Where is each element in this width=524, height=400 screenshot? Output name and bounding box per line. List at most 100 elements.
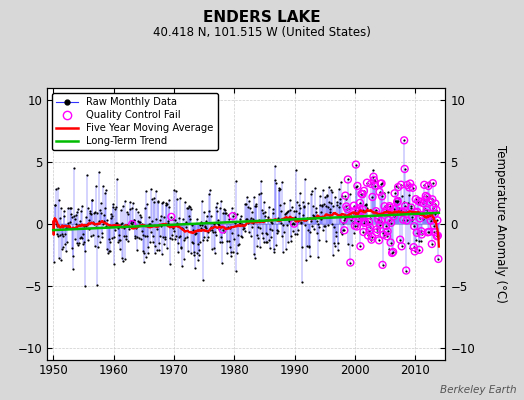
Point xyxy=(365,227,374,234)
Point xyxy=(90,210,98,216)
Point xyxy=(416,215,424,222)
Point xyxy=(394,184,402,190)
Point xyxy=(112,204,120,210)
Point xyxy=(116,246,124,252)
Point xyxy=(58,230,66,237)
Point xyxy=(422,210,431,216)
Point xyxy=(420,196,428,202)
Point xyxy=(128,219,137,226)
Point xyxy=(389,249,397,255)
Point xyxy=(402,267,410,274)
Point xyxy=(410,244,418,250)
Point xyxy=(148,196,156,202)
Point xyxy=(267,219,276,226)
Point xyxy=(100,218,108,224)
Point xyxy=(88,196,96,203)
Point xyxy=(107,211,115,217)
Point xyxy=(363,180,371,186)
Point xyxy=(372,207,380,214)
Point xyxy=(388,250,396,256)
Point xyxy=(325,208,334,215)
Point xyxy=(313,230,321,236)
Point xyxy=(361,220,369,226)
Point xyxy=(149,233,157,240)
Point xyxy=(218,239,226,245)
Point xyxy=(273,230,281,236)
Point xyxy=(160,214,169,220)
Point xyxy=(152,188,160,194)
Point xyxy=(210,244,218,251)
Point xyxy=(188,222,196,228)
Point xyxy=(310,213,318,220)
Point xyxy=(158,200,166,206)
Point xyxy=(140,204,149,211)
Point xyxy=(361,218,369,225)
Point xyxy=(66,205,74,212)
Point xyxy=(389,213,398,220)
Point xyxy=(367,236,376,243)
Point xyxy=(97,210,106,216)
Point xyxy=(231,220,239,226)
Point xyxy=(412,230,421,236)
Point xyxy=(376,222,384,228)
Point xyxy=(138,228,146,234)
Point xyxy=(261,213,269,220)
Point xyxy=(199,277,207,284)
Point xyxy=(364,218,373,225)
Point xyxy=(138,232,147,238)
Point xyxy=(114,225,122,231)
Point xyxy=(426,213,434,219)
Point xyxy=(423,194,431,200)
Point xyxy=(66,218,74,225)
Point xyxy=(423,194,431,200)
Point xyxy=(308,188,316,194)
Point xyxy=(57,257,65,263)
Point xyxy=(150,198,158,205)
Point xyxy=(307,191,315,197)
Point xyxy=(260,199,269,205)
Point xyxy=(125,225,133,232)
Point xyxy=(346,191,354,198)
Point xyxy=(74,241,82,248)
Point xyxy=(110,234,118,241)
Point xyxy=(398,243,406,250)
Point xyxy=(134,208,143,215)
Point xyxy=(305,229,314,235)
Point xyxy=(136,212,144,219)
Point xyxy=(209,224,217,230)
Point xyxy=(362,202,370,208)
Point xyxy=(228,213,237,219)
Point xyxy=(68,214,76,220)
Point xyxy=(220,229,228,235)
Point xyxy=(95,169,104,175)
Point xyxy=(184,204,192,211)
Point xyxy=(120,224,128,231)
Point xyxy=(369,174,378,180)
Point xyxy=(344,176,352,183)
Point xyxy=(151,216,160,222)
Point xyxy=(111,227,119,234)
Point xyxy=(174,249,182,255)
Point xyxy=(377,218,385,224)
Point xyxy=(121,256,129,263)
Point xyxy=(101,190,110,196)
Point xyxy=(366,215,375,221)
Point xyxy=(374,217,383,224)
Point xyxy=(427,218,435,224)
Point xyxy=(297,220,305,226)
Point xyxy=(147,228,155,235)
Point xyxy=(174,215,183,222)
Point xyxy=(335,203,343,210)
Point xyxy=(278,233,286,239)
Point xyxy=(365,219,373,225)
Point xyxy=(250,194,258,200)
Point xyxy=(325,199,333,206)
Point xyxy=(362,201,370,208)
Point xyxy=(182,223,191,230)
Point xyxy=(341,192,350,199)
Point xyxy=(372,208,380,214)
Point xyxy=(418,212,427,218)
Point xyxy=(123,208,132,215)
Point xyxy=(375,189,384,195)
Point xyxy=(388,250,396,256)
